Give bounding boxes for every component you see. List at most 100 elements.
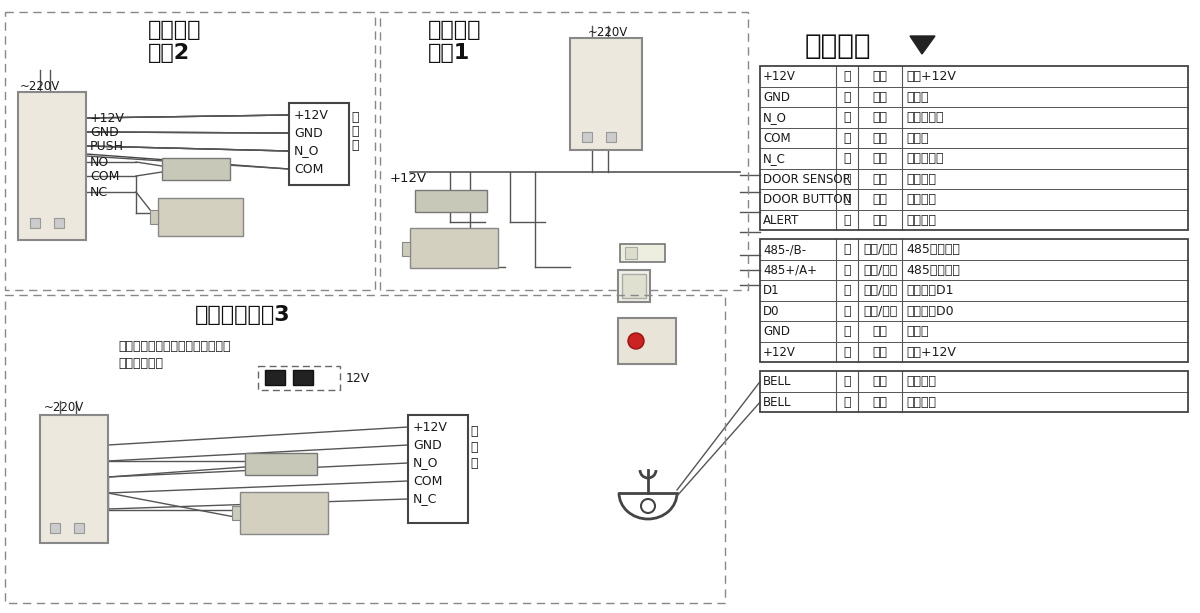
Text: 韦根输入D1: 韦根输入D1: [906, 284, 954, 297]
Bar: [240, 492, 328, 534]
Text: 电源+12V: 电源+12V: [906, 70, 956, 83]
Text: 灰: 灰: [844, 193, 851, 206]
Bar: [158, 198, 242, 236]
Text: DOOR SENSOR: DOOR SENSOR: [763, 173, 851, 186]
Bar: [380, 12, 748, 290]
Bar: [245, 453, 317, 475]
Text: ~220V: ~220V: [44, 401, 84, 414]
Text: 黄: 黄: [844, 264, 851, 276]
Bar: [760, 239, 1188, 362]
Text: 禁: 禁: [470, 441, 478, 454]
Text: 韦根输入D0: 韦根输入D0: [906, 305, 954, 318]
Text: 门锁接线: 门锁接线: [148, 20, 202, 40]
Bar: [265, 370, 286, 385]
Bar: [30, 218, 40, 228]
Bar: [622, 274, 646, 298]
Text: 485通讯接口: 485通讯接口: [906, 264, 960, 276]
Bar: [620, 244, 665, 262]
Bar: [625, 247, 637, 259]
Text: 灰: 灰: [844, 395, 851, 409]
Text: 门铃按钮: 门铃按钮: [906, 395, 936, 409]
Bar: [162, 158, 230, 180]
Text: 输入/输出: 输入/输出: [863, 243, 898, 256]
Text: 输出: 输出: [872, 346, 888, 359]
Text: D0: D0: [763, 305, 780, 318]
Text: PUSH: PUSH: [90, 140, 124, 153]
Text: NO: NO: [90, 156, 109, 169]
Bar: [408, 415, 468, 523]
Bar: [40, 415, 108, 543]
Bar: [760, 66, 1188, 230]
Text: COM: COM: [294, 162, 323, 175]
Bar: [54, 218, 64, 228]
Text: 门锁接线方式3: 门锁接线方式3: [194, 305, 290, 325]
Text: 机: 机: [352, 139, 359, 152]
Text: 方式2: 方式2: [148, 43, 190, 63]
Bar: [618, 318, 676, 364]
Text: 输入: 输入: [872, 193, 888, 206]
Text: 禁: 禁: [352, 125, 359, 138]
Text: 常闭输出端: 常闭输出端: [906, 152, 943, 165]
Text: 输入/输出: 输入/输出: [863, 264, 898, 276]
Text: GND: GND: [763, 91, 790, 104]
Text: 接口解释: 接口解释: [805, 32, 871, 60]
Text: 电源地: 电源地: [906, 91, 929, 104]
Text: +12V: +12V: [390, 172, 427, 185]
Bar: [74, 523, 84, 533]
Text: NC: NC: [90, 186, 108, 199]
Text: N_C: N_C: [763, 152, 786, 165]
Text: 485-/B-: 485-/B-: [763, 243, 806, 256]
Text: 输入/输出: 输入/输出: [863, 284, 898, 297]
Bar: [289, 103, 349, 185]
Text: GND: GND: [90, 126, 119, 139]
Bar: [618, 270, 650, 302]
Text: 线柱变为模式: 线柱变为模式: [118, 357, 163, 370]
Text: 灰: 灰: [844, 375, 851, 388]
Text: 电源地: 电源地: [906, 325, 929, 338]
Text: 门锁接线: 门锁接线: [428, 20, 481, 40]
Polygon shape: [910, 36, 935, 54]
Text: ~220V: ~220V: [20, 80, 60, 93]
Text: 黄: 黄: [844, 214, 851, 227]
Bar: [760, 371, 1188, 412]
Text: 红: 红: [844, 70, 851, 83]
Text: 485通讯接口: 485通讯接口: [906, 243, 960, 256]
Text: COM: COM: [763, 132, 791, 145]
Text: 输出: 输出: [872, 375, 888, 388]
Bar: [18, 92, 86, 240]
Text: D1: D1: [763, 284, 780, 297]
Text: N_O: N_O: [763, 111, 787, 124]
Text: 输出: 输出: [872, 132, 888, 145]
Text: GND: GND: [294, 126, 323, 140]
Text: 输出: 输出: [872, 111, 888, 124]
Text: COM: COM: [90, 170, 119, 183]
Text: +12V: +12V: [294, 109, 329, 121]
Text: 电源+12V: 电源+12V: [906, 346, 956, 359]
Text: 输入: 输入: [872, 173, 888, 186]
Text: 此方式需要拆机电路板上的继电跳: 此方式需要拆机电路板上的继电跳: [118, 340, 230, 353]
Text: 警铃输出: 警铃输出: [906, 214, 936, 227]
Text: 方式1: 方式1: [428, 43, 470, 63]
Text: 绿: 绿: [844, 305, 851, 318]
Bar: [415, 190, 487, 212]
Circle shape: [628, 333, 644, 349]
Text: 输出: 输出: [872, 152, 888, 165]
Text: +12V: +12V: [763, 346, 796, 359]
Text: 开门按钮: 开门按钮: [906, 193, 936, 206]
Bar: [606, 132, 616, 142]
Text: N_O: N_O: [413, 457, 438, 470]
Text: 门: 门: [470, 425, 478, 438]
Text: +12V: +12V: [90, 112, 125, 124]
Text: 门: 门: [352, 111, 359, 124]
Text: 红: 红: [844, 346, 851, 359]
Text: 黑: 黑: [844, 325, 851, 338]
Text: 输入/输出: 输入/输出: [863, 305, 898, 318]
Text: 门铃按钮: 门铃按钮: [906, 375, 936, 388]
Bar: [5, 12, 374, 290]
Text: 黑: 黑: [844, 91, 851, 104]
Text: N_C: N_C: [413, 492, 437, 506]
Text: 黑: 黑: [844, 132, 851, 145]
Bar: [258, 366, 340, 390]
Bar: [150, 210, 158, 224]
Text: 白: 白: [844, 284, 851, 297]
